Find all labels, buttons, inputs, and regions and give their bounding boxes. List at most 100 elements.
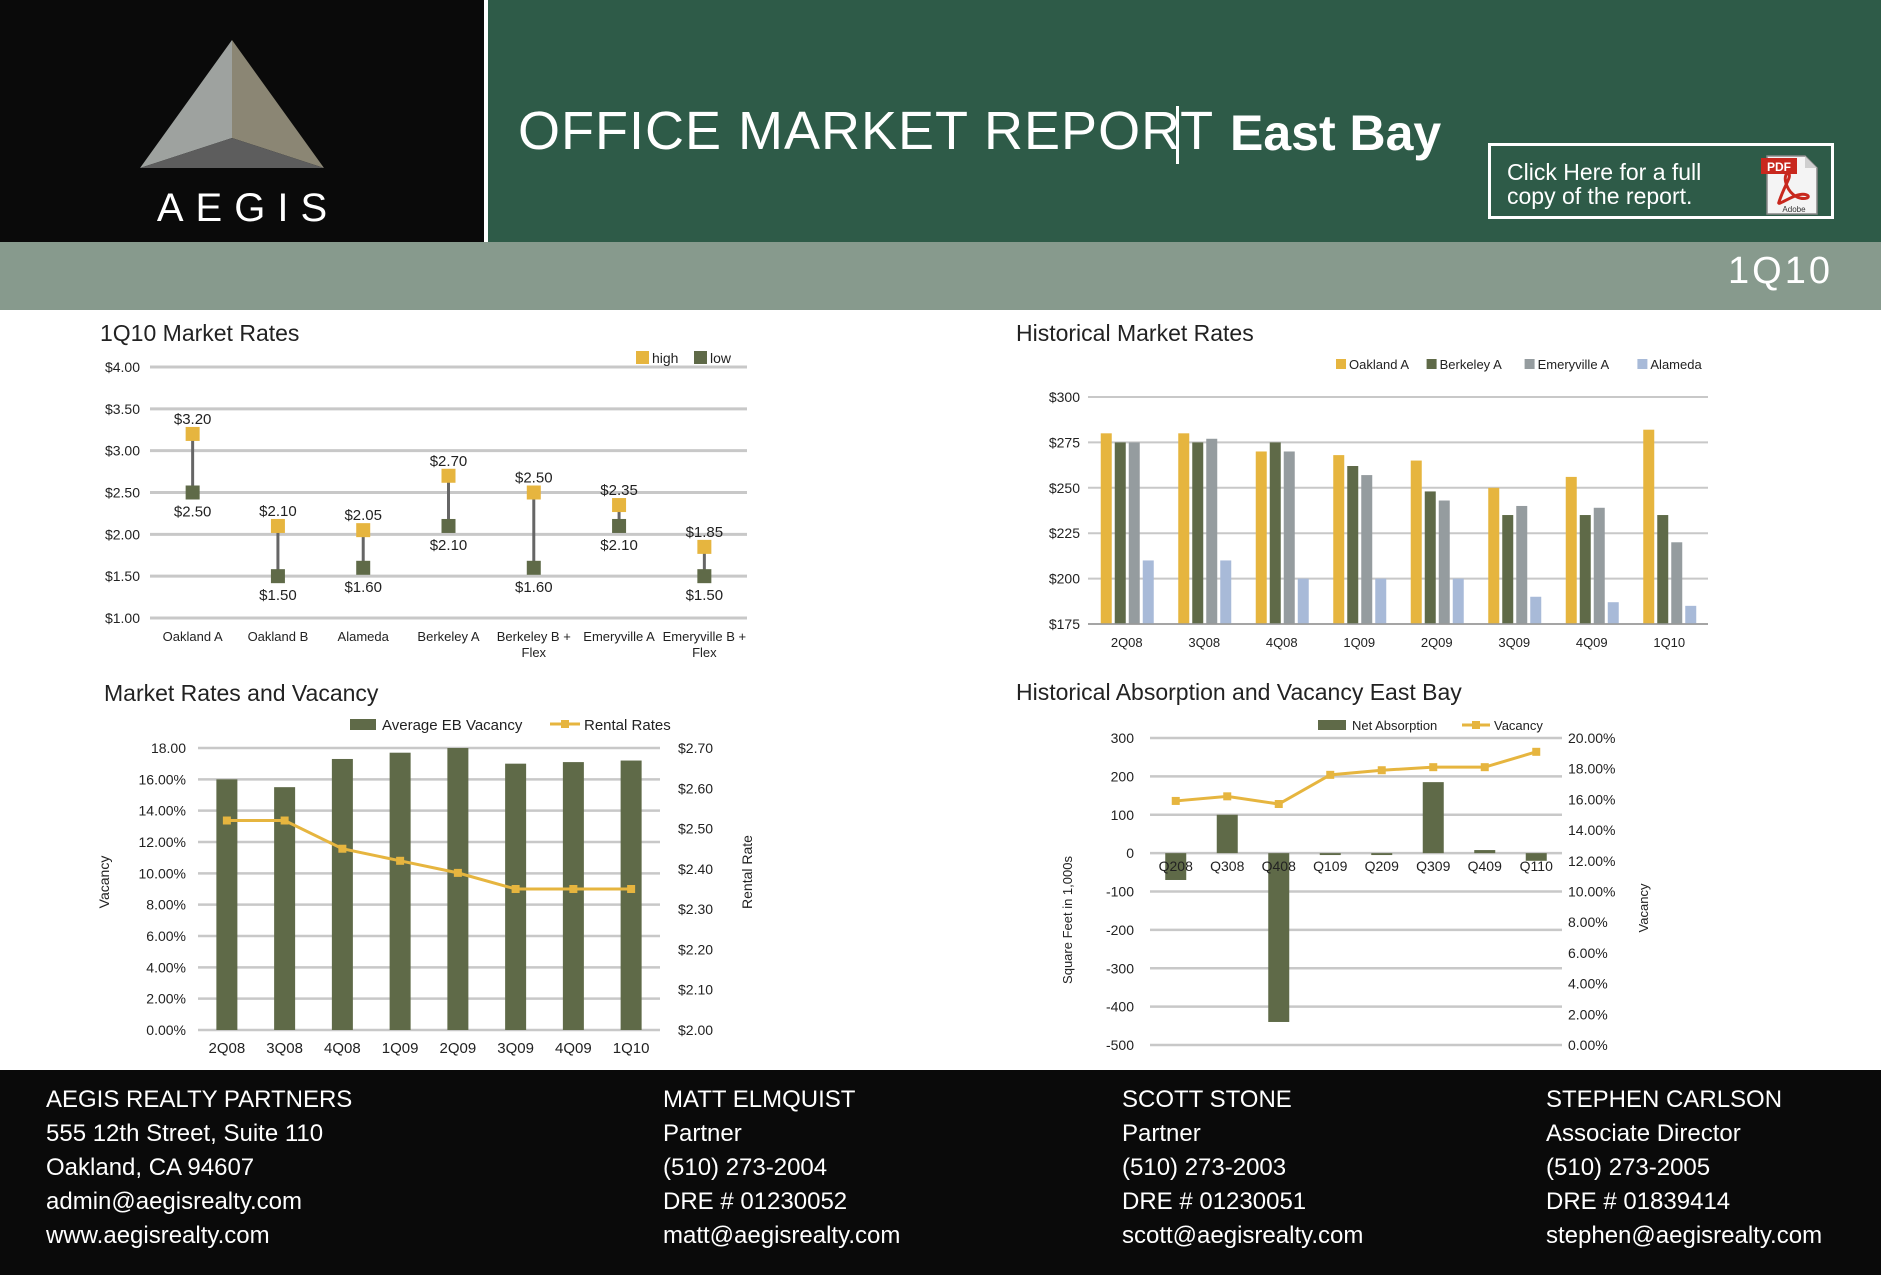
high-data-label: $2.05	[344, 507, 382, 524]
bar	[1192, 442, 1204, 624]
footer-contact-1: MATT ELMQUIST Partner (510) 273-2004 DRE…	[663, 1083, 900, 1253]
company-website-link[interactable]: www.aegisrealty.com	[46, 1222, 270, 1249]
company-street: 555 12th Street, Suite 110	[46, 1120, 324, 1147]
contact-name: SCOTT STONE	[1122, 1086, 1292, 1113]
y-left-tick-label: 10.00%	[139, 865, 186, 881]
low-data-label: $1.50	[259, 587, 297, 604]
contact-title: Partner	[1122, 1120, 1201, 1147]
logo-text: AEGIS	[156, 186, 340, 230]
bar	[1579, 515, 1591, 624]
absorption-bar	[1319, 853, 1341, 856]
y-tick-label: $2.50	[105, 485, 140, 501]
x-tick-label: Q208	[1159, 858, 1193, 874]
bar	[1297, 578, 1309, 624]
y-right-tick-label: 14.00%	[1568, 822, 1615, 838]
x-tick-label: Emeryville A	[583, 629, 655, 644]
y-right-tick-label: 20.00%	[1568, 730, 1615, 746]
high-data-label: $2.70	[430, 453, 468, 470]
y-right-tick-label: 12.00%	[1568, 853, 1615, 869]
y-tick-label: $200	[1049, 571, 1080, 587]
region-title: East Bay	[1230, 105, 1442, 161]
contact-email-link[interactable]: stephen@aegisrealty.com	[1546, 1222, 1823, 1249]
y-left-tick-label: 4.00%	[146, 959, 186, 975]
logo-panel: AEGIS	[0, 0, 484, 242]
bar	[1114, 442, 1126, 624]
bar	[1657, 515, 1669, 624]
y-left-tick-label: 8.00%	[146, 897, 186, 913]
footer-contact-3: STEPHEN CARLSON Associate Director (510)…	[1546, 1083, 1822, 1253]
report-period: 1Q10	[1728, 250, 1833, 292]
historical-rates-chart: $300 $275 $250 $225 $200 $175 Oakland A Berkele…	[1049, 357, 1708, 650]
legend-swatch	[1637, 359, 1648, 369]
legend-swatch-low	[694, 351, 707, 364]
chart-title-absorption-vacancy: Historical Absorption and Vacancy East B…	[1016, 679, 1462, 705]
x-tick-label: 2Q08	[1111, 635, 1143, 650]
y-right-tick-label: 0.00%	[1568, 1037, 1608, 1053]
legend-label: Oakland A	[1349, 357, 1409, 372]
rental-rate-point	[280, 816, 289, 825]
y-right-tick-label: $2.40	[678, 861, 713, 877]
y-right-tick-label: $2.50	[678, 821, 713, 837]
low-data-label: $1.50	[686, 587, 724, 604]
x-tick-label: Q209	[1365, 858, 1399, 874]
footer-contact-2: SCOTT STONE Partner (510) 273-2003 DRE #…	[1122, 1083, 1363, 1253]
y-left-tick-label: 6.00%	[146, 928, 186, 944]
high-data-label: $2.35	[600, 482, 638, 499]
vacancy-point	[1532, 747, 1541, 756]
bar	[1100, 433, 1112, 624]
vacancy-point	[1326, 770, 1335, 779]
bar	[1375, 578, 1387, 624]
contact-name: STEPHEN CARLSON	[1546, 1086, 1783, 1113]
bar	[1410, 460, 1422, 624]
y-left-tick-label: -500	[1106, 1037, 1134, 1053]
y-right-tick-label: 10.00%	[1568, 884, 1615, 900]
rental-rate-line	[226, 819, 632, 891]
pdf-button-label: Click Here for a full copy of the report…	[1507, 160, 1737, 208]
legend-swatch	[1336, 359, 1346, 369]
contact-email-link[interactable]: scott@aegisrealty.com	[1122, 1222, 1364, 1249]
contact-title: Partner	[663, 1120, 742, 1147]
x-tick-label: Berkeley A	[417, 629, 479, 644]
x-tick-label: Alameda	[338, 629, 390, 644]
y-right-tick-label: $2.30	[678, 901, 713, 917]
bar	[1220, 560, 1232, 624]
high-marker	[612, 498, 627, 513]
x-tick-label: 4Q09	[555, 1040, 592, 1057]
rental-rate-point	[453, 868, 462, 877]
rental-rate-point	[569, 885, 578, 893]
bar	[1593, 507, 1605, 624]
vacancy-bar	[620, 760, 642, 1030]
x-tick-label: 1Q09	[382, 1040, 419, 1057]
low-marker	[270, 569, 285, 584]
y-left-tick-label: 2.00%	[146, 991, 186, 1007]
contact-email-link[interactable]: matt@aegisrealty.com	[663, 1222, 901, 1249]
bar	[1178, 433, 1190, 624]
low-marker	[356, 560, 371, 575]
contact-phone: (510) 273-2005	[1546, 1154, 1711, 1181]
vacancy-point	[1429, 763, 1438, 772]
vacancy-point	[1377, 766, 1386, 775]
y-left-tick-label: -300	[1106, 960, 1134, 976]
full-report-pdf-button[interactable]: Click Here for a full copy of the report…	[1488, 143, 1834, 219]
low-data-label: $2.10	[600, 537, 638, 554]
bar	[1283, 451, 1295, 624]
y-right-tick-label: 18.00%	[1568, 761, 1615, 777]
y-right-tick-label: 6.00%	[1568, 945, 1608, 961]
high-marker	[526, 485, 541, 500]
bar	[1255, 451, 1267, 624]
y-tick-label: $2.00	[105, 526, 140, 542]
absorption-vacancy-chart: 300 200 100 0 -100 -200 -300 -400 -500 20.00% 18.0…	[1060, 718, 1651, 1053]
bar	[1347, 466, 1359, 624]
legend-swatch-high	[636, 351, 649, 364]
rates-vacancy-chart: 18.00 16.00% 14.00% 12.00% 10.00% 8.00% 6.00% 4…	[96, 717, 755, 1057]
absorption-bar	[1165, 853, 1187, 880]
bar	[1488, 487, 1500, 624]
y-left-tick-label: 14.00%	[139, 803, 186, 819]
contact-dre: DRE # 01230052	[663, 1188, 848, 1215]
legend-swatch-vacancy	[350, 719, 376, 730]
x-tick-label: 3Q09	[1498, 635, 1530, 650]
low-marker	[612, 518, 627, 533]
company-email-link[interactable]: admin@aegisrealty.com	[46, 1188, 303, 1215]
legend-label-absorption: Net Absorption	[1352, 718, 1437, 733]
high-data-label: $2.10	[259, 503, 297, 520]
